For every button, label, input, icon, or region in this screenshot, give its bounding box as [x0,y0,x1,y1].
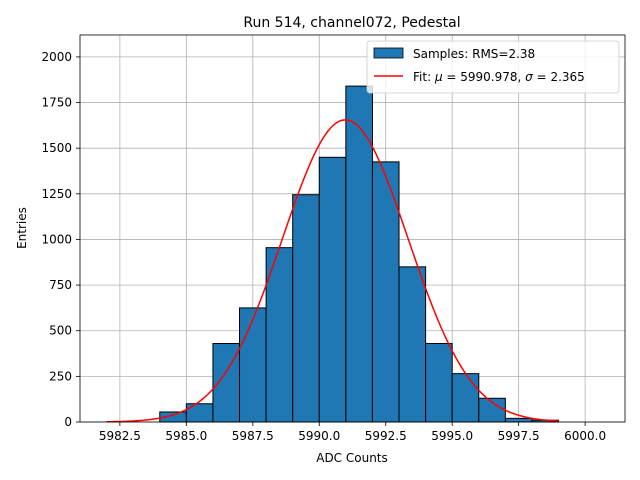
legend-samples-label: Samples: RMS=2.38 [413,47,535,61]
legend-fit-sigma-symbol: σ [525,70,533,84]
y-tick-label: 250 [49,369,72,383]
x-tick-label: 5987.5 [232,429,274,443]
fit-curve [106,119,559,423]
histogram-bar [292,194,320,423]
legend-fit-label: Fit: μ = 5990.978, σ = 2.365 [413,70,585,84]
legend-samples-swatch [373,47,404,59]
histogram-bar [318,156,347,423]
histogram-bar [425,343,453,423]
x-tick-label: 5982.5 [99,429,141,443]
y-axis-ticks: 0 250 500 750 1000 1250 1500 1750 2000 [41,50,80,429]
x-tick-label: 5990.0 [298,429,340,443]
y-axis-label: Entries [15,207,29,249]
histogram-bar [371,161,400,423]
x-tick-label: 5985.0 [165,429,207,443]
legend-fit-mu-symbol: μ [434,70,443,84]
y-tick-label: 0 [64,415,72,429]
x-tick-label: 5992.5 [365,429,407,443]
plot-frame [79,34,626,423]
x-axis-ticks: 5982.5 5985.0 5987.5 5990.0 5992.5 5995.0 5997… [99,422,606,443]
histogram-bar [185,403,214,423]
legend-fit-prefix: Fit: [413,70,435,84]
x-tick-label: 5995.0 [431,429,473,443]
legend-fit-mu-value: = 5990.978, [443,70,526,84]
histogram-bar [345,85,373,423]
y-tick-label: 500 [49,324,72,338]
x-axis-label: ADC Counts [316,451,388,465]
y-tick-label: 1250 [41,187,72,201]
chart-title: Run 514, channel072, Pedestal [243,15,460,31]
histogram-bar [504,417,533,423]
legend-box [366,40,620,94]
histogram-bar [239,307,267,423]
x-tick-label: 6000.0 [564,429,606,443]
legend: Samples: RMS=2.38 Fit: μ = 5990.978, σ =… [366,40,620,94]
histogram-bar [265,247,294,423]
x-tick-label: 5997.5 [498,429,540,443]
y-tick-label: 750 [49,278,72,292]
histogram-bar [451,373,480,423]
y-tick-label: 1500 [41,141,72,155]
histogram-bar [398,266,427,423]
legend-fit-sigma-value: = 2.365 [533,70,585,84]
histogram-bars [159,85,560,423]
y-tick-label: 1750 [41,96,72,110]
y-tick-label: 2000 [41,50,72,64]
y-tick-label: 1000 [41,232,72,246]
